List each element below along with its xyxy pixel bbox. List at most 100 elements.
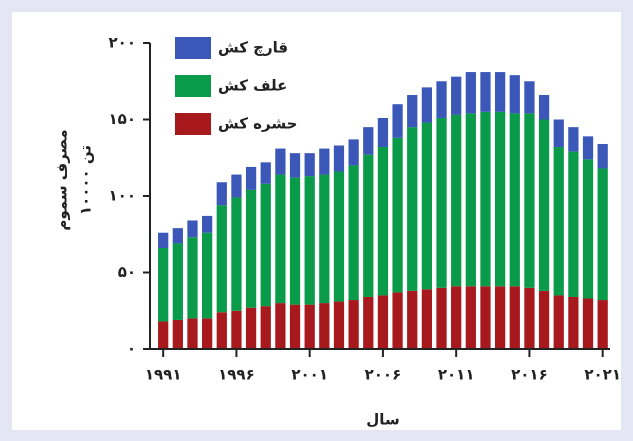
bar-segment xyxy=(480,72,491,112)
bar-segment xyxy=(465,72,476,114)
bar-segment xyxy=(187,237,198,319)
bar-segment xyxy=(509,286,520,349)
bar-segment xyxy=(568,296,579,349)
bar-segment xyxy=(553,119,564,148)
bar-segment xyxy=(524,81,535,114)
bar-segment xyxy=(495,286,506,349)
bar-segment xyxy=(187,220,198,238)
legend-label: علف کش xyxy=(218,77,287,95)
bar-segment xyxy=(436,117,447,288)
y-tick-label: ۰ xyxy=(127,340,136,358)
bar-segment xyxy=(348,165,359,301)
bar-segment xyxy=(436,287,447,349)
bar-segment xyxy=(333,145,345,172)
x-tick-label: ۲۰۱۱ xyxy=(438,366,475,384)
bar-segment xyxy=(597,300,608,349)
bar-segment xyxy=(465,113,476,287)
bar-segment xyxy=(582,159,594,299)
legend-label: حشره کش xyxy=(218,115,297,133)
bar-segment xyxy=(319,303,330,349)
bar-segment xyxy=(495,72,506,112)
bar-segment xyxy=(304,304,315,349)
bar-segment xyxy=(524,287,535,349)
bar-segment xyxy=(158,321,169,349)
bar-segment xyxy=(597,168,608,301)
bar-segment xyxy=(582,298,594,349)
bar-segment xyxy=(392,137,403,293)
bar-segment xyxy=(333,301,345,349)
bar-segment xyxy=(216,205,227,313)
bar-segment xyxy=(509,75,520,114)
bar-segment xyxy=(289,304,301,349)
bar-segment xyxy=(436,81,447,118)
legend-swatch xyxy=(175,37,211,59)
legend-swatch xyxy=(175,113,211,135)
y-tick-label: ۲۰۰ xyxy=(109,34,136,52)
bar-segment xyxy=(158,232,169,249)
bar-segment xyxy=(202,215,213,233)
bar-segment xyxy=(377,117,389,148)
x-tick-label: ۱۹۹۱ xyxy=(145,366,182,384)
bar-segment xyxy=(333,171,345,302)
bar-segment xyxy=(582,136,594,160)
bar-segment xyxy=(245,307,257,349)
bar-segment xyxy=(172,228,183,244)
bar-segment xyxy=(538,95,550,120)
bar-segment xyxy=(363,127,374,155)
bar-segment xyxy=(568,127,579,152)
legend-label: قارچ کش xyxy=(218,39,288,57)
bar-segment xyxy=(245,166,257,190)
bar-segment xyxy=(260,183,271,307)
bar-segment xyxy=(216,312,227,349)
bar-segment xyxy=(495,111,506,287)
bar-segment xyxy=(538,119,550,291)
bar-segment xyxy=(465,286,476,349)
bar-segment xyxy=(480,286,491,349)
bar-segment xyxy=(421,122,433,290)
bar-segment xyxy=(289,177,301,305)
bar-segment xyxy=(377,295,389,349)
y-tick-label: ۱۰۰ xyxy=(109,187,136,205)
y-tick-label: ۱۵۰ xyxy=(109,110,136,128)
bar-segment xyxy=(187,318,198,349)
bar-segment xyxy=(275,303,286,349)
bar-segment xyxy=(158,248,169,322)
bar-segment xyxy=(421,289,433,349)
bar-segment xyxy=(275,148,286,175)
x-tick-label: ۱۹۹۶ xyxy=(218,366,255,384)
bar-segment xyxy=(172,243,183,320)
bar-segment xyxy=(275,174,286,304)
bar-segment xyxy=(260,306,271,349)
bar-segment xyxy=(304,153,315,177)
bar-segment xyxy=(480,111,491,287)
bar-segment xyxy=(245,189,257,308)
bar-segment xyxy=(363,296,374,349)
bar-segment xyxy=(231,174,242,198)
bar-segment xyxy=(509,113,520,287)
x-axis-label: سال xyxy=(366,411,399,429)
bar-segment xyxy=(348,300,359,349)
x-tick-label: ۲۰۰۶ xyxy=(365,366,402,384)
bar-segment xyxy=(407,127,418,291)
y-axis-label: ۱۰۰۰۰ تن xyxy=(77,145,95,215)
bar-segment xyxy=(538,290,550,349)
bar-segment xyxy=(451,286,462,349)
y-axis-label: مصرف سموم xyxy=(53,129,71,230)
bar-segment xyxy=(407,290,418,349)
bar-segment xyxy=(407,95,418,128)
bar-segment xyxy=(568,151,579,297)
bar-segment xyxy=(231,197,242,311)
bar-segment xyxy=(363,154,374,297)
bar-segment xyxy=(553,295,564,349)
bar-segment xyxy=(377,147,389,296)
bar-segment xyxy=(392,292,403,349)
legend-swatch xyxy=(175,75,211,97)
bar-segment xyxy=(231,310,242,349)
bar-segment xyxy=(597,143,608,169)
bar-segment xyxy=(451,76,462,115)
bar-segment xyxy=(202,318,213,349)
x-tick-label: ۲۰۰۱ xyxy=(291,366,328,384)
bar-segment xyxy=(392,104,403,138)
x-tick-label: ۲۰۲۱ xyxy=(584,366,621,384)
bar-segment xyxy=(172,319,183,349)
